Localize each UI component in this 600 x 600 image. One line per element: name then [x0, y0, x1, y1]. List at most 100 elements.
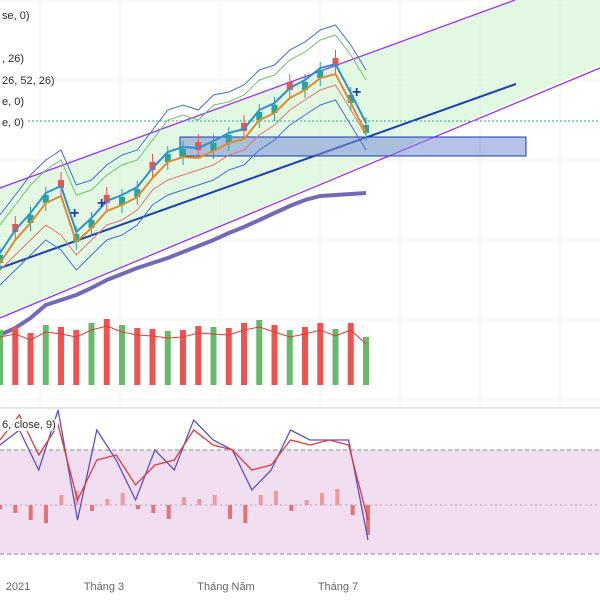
- volume-bar: [149, 329, 156, 385]
- histogram-bar: [90, 505, 94, 511]
- x-tick-label: Tháng Năm: [197, 581, 254, 593]
- volume-bar: [180, 330, 186, 385]
- candle-body: [286, 82, 293, 90]
- candle-body: [164, 154, 171, 162]
- x-tick-label: Tháng 7: [318, 581, 358, 593]
- support-zone-box: [179, 136, 527, 157]
- candle-body: [317, 70, 324, 78]
- candlesticks: [0, 50, 369, 271]
- volume-bar: [317, 323, 324, 385]
- ichimoku-indicator-label[interactable]: , 26): [0, 53, 27, 65]
- trend-channel-fill: [0, 0, 600, 318]
- moving-average-line: [0, 62, 367, 254]
- ichimoku-params-label[interactable]: 26, 52, 26): [0, 75, 57, 87]
- histogram-bar: [105, 499, 110, 505]
- histogram-bar: [0, 505, 2, 509]
- histogram-bar: [335, 489, 340, 505]
- volume-bar: [332, 329, 339, 385]
- volume-bar: [271, 325, 278, 385]
- histogram-bar: [243, 505, 248, 523]
- histogram-bar: [197, 499, 202, 505]
- volume-bar: [88, 323, 95, 385]
- volume-bar: [27, 333, 34, 385]
- candle-body: [363, 125, 369, 133]
- volume-bar: [73, 330, 80, 385]
- candle-body: [58, 180, 64, 188]
- candle-body: [195, 142, 202, 150]
- time-axis: 2021 Tháng 3 Tháng Năm Tháng 7: [6, 581, 358, 593]
- volume-bar: [119, 325, 125, 385]
- histogram-bar: [289, 505, 294, 511]
- histogram-bar: [59, 495, 64, 505]
- volume-ma-line: [0, 325, 367, 345]
- histogram-bar: [120, 493, 125, 505]
- histogram-bar: [304, 500, 309, 505]
- ichimoku-span-a: [0, 34, 367, 226]
- volume-bar: [347, 323, 354, 385]
- candle-body: [271, 105, 278, 113]
- volume-bar: [103, 319, 110, 385]
- oscillator-d-line: [0, 413, 369, 521]
- candle-body: [73, 234, 80, 242]
- candle-body: [119, 197, 125, 205]
- histogram-bar: [166, 505, 171, 519]
- cross-marker-3: +: [352, 84, 361, 101]
- histogram-bar: [44, 505, 48, 523]
- volume-bar: [286, 330, 293, 385]
- bollinger-upper-band: [0, 24, 367, 216]
- ema-line: [0, 72, 367, 264]
- candle-body: [225, 135, 232, 143]
- candle-body: [332, 58, 339, 66]
- candle-body: [27, 215, 34, 223]
- volume-bar: [225, 328, 232, 385]
- candle-body: [134, 189, 141, 197]
- histogram-bar: [28, 505, 33, 520]
- bollinger-lower-band: [0, 99, 367, 286]
- candle-body: [241, 123, 247, 131]
- x-tick-label: 2021: [6, 581, 30, 593]
- volume-bar: [134, 328, 141, 385]
- volume-bar: [210, 327, 217, 385]
- trend-line: [0, 83, 517, 269]
- sma-indicator-label[interactable]: e, 0): [0, 117, 27, 129]
- volume-bar: [164, 331, 171, 385]
- candle-body: [347, 95, 354, 103]
- oscillator-band: [0, 450, 600, 554]
- long-moving-average-line: [0, 191, 367, 337]
- histogram-bar: [136, 505, 140, 509]
- ema-indicator-label[interactable]: e, 0): [0, 96, 27, 108]
- volume-bar: [58, 327, 64, 385]
- histogram-bar: [350, 505, 355, 515]
- candle-body: [210, 143, 217, 151]
- ichimoku-span-b: [0, 84, 367, 271]
- candle-body: [149, 162, 156, 170]
- x-tick-label: Tháng 3: [84, 581, 124, 593]
- macd-indicator-label[interactable]: 6, close, 9): [0, 419, 58, 431]
- histogram-bar: [228, 505, 232, 519]
- histogram-bar: [182, 497, 186, 505]
- candle-body: [180, 149, 186, 157]
- histogram-bar: [13, 505, 18, 513]
- histogram-bar: [151, 505, 156, 513]
- volume-bar: [363, 337, 369, 385]
- histogram-bar: [274, 491, 278, 505]
- volume-bar: [195, 326, 202, 385]
- volume-bar: [241, 323, 247, 385]
- volume-bar: [12, 327, 19, 385]
- candle-body: [12, 224, 19, 232]
- upper-channel-line: [0, 0, 516, 189]
- histogram-bar: [212, 495, 217, 505]
- candle-body: [302, 82, 308, 90]
- volume-bar: [0, 330, 3, 385]
- candle-body: [103, 195, 110, 203]
- volume-bar: [42, 325, 49, 385]
- histogram-bar: [258, 495, 263, 505]
- candle-body: [88, 220, 95, 228]
- volume-bars: [0, 319, 369, 385]
- candle-body: [42, 195, 49, 203]
- histogram-bar: [320, 493, 324, 505]
- ma-indicator-label[interactable]: se, 0): [0, 10, 32, 22]
- lower-channel-line: [0, 67, 600, 319]
- volume-bar: [256, 320, 263, 385]
